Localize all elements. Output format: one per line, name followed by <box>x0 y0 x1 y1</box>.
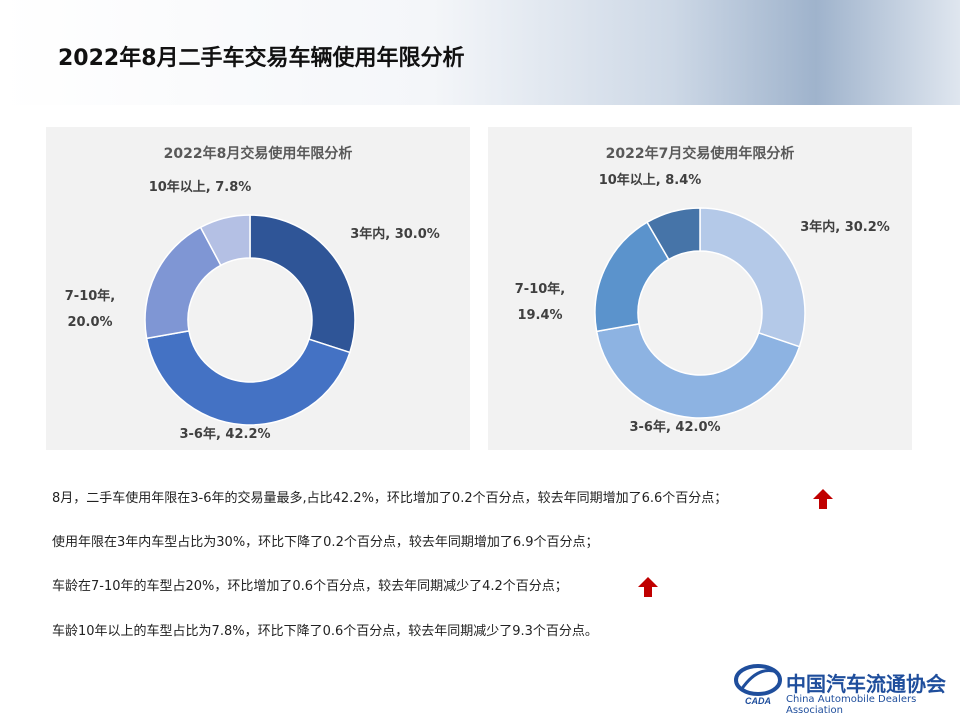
donut-slice <box>646 207 701 261</box>
donut-slice <box>145 329 351 426</box>
chart-title: 2022年8月交易使用年限分析 <box>163 146 353 162</box>
donut-slice <box>199 214 251 267</box>
note-text: 使用年限在3年内车型占比为30%，环比下降了0.2个百分点，较去年同期增加了6.… <box>52 535 599 550</box>
data-label: 3年内, 30.0% <box>350 227 440 242</box>
data-label: 3-6年, 42.0% <box>629 420 721 435</box>
donut-slice <box>249 214 356 354</box>
note-text: 车龄在7-10年的车型占20%，环比增加了0.6个百分点，较去年同期减少了4.2… <box>52 579 568 594</box>
logo-name: 中国汽车流通协会 <box>786 672 946 696</box>
data-label: 10年以上, 8.4% <box>598 173 702 188</box>
data-label: 10年以上, 7.8% <box>148 180 252 195</box>
logo-english: China Automobile Dealers Association <box>786 694 917 716</box>
logo-icon: CADA <box>734 664 782 706</box>
data-label: 7-10年, 19.4% <box>514 282 566 323</box>
logo-mark: CADA <box>745 696 771 706</box>
data-label: 3年内, 30.2% <box>800 220 890 235</box>
donut-slice <box>699 207 806 348</box>
slide-title: 2022年8月二手车交易车辆使用年限分析 <box>58 46 465 71</box>
up-arrow <box>638 577 658 597</box>
note-text: 8月，二手车使用年限在3-6年的交易量最多,占比42.2%，环比增加了0.2个百… <box>52 491 728 506</box>
note-text: 车龄10年以上的车型占比为7.8%，环比下降了0.6个百分点，较去年同期减少了9… <box>52 624 598 639</box>
data-label: 7-10年, 20.0% <box>64 289 116 330</box>
header-banner <box>0 0 960 105</box>
up-arrow <box>813 489 833 509</box>
data-label: 3-6年, 42.2% <box>179 427 271 442</box>
donut-slice <box>595 322 801 419</box>
chart-title: 2022年7月交易使用年限分析 <box>605 146 795 162</box>
